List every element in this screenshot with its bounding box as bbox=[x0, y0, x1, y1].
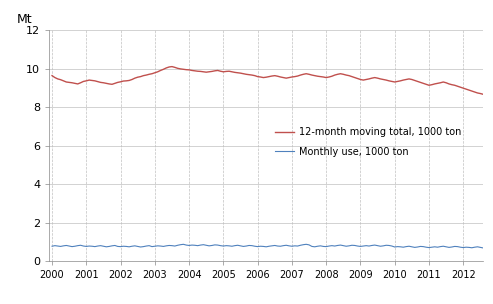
12-month moving total, 1000 ton bbox=[141, 74, 146, 78]
12-month moving total, 1000 ton bbox=[180, 67, 186, 71]
12-month moving total, 1000 ton bbox=[483, 93, 489, 97]
Monthly use, 1000 ton bbox=[483, 246, 489, 249]
Monthly use, 1000 ton bbox=[180, 243, 186, 246]
12-month moving total, 1000 ton bbox=[423, 82, 429, 86]
Monthly use, 1000 ton bbox=[49, 244, 55, 248]
Monthly use, 1000 ton bbox=[346, 244, 352, 248]
12-month moving total, 1000 ton bbox=[346, 74, 352, 78]
Line: Monthly use, 1000 ton: Monthly use, 1000 ton bbox=[52, 244, 493, 248]
Line: 12-month moving total, 1000 ton: 12-month moving total, 1000 ton bbox=[52, 67, 493, 99]
12-month moving total, 1000 ton bbox=[303, 72, 309, 76]
Monthly use, 1000 ton bbox=[303, 243, 309, 246]
12-month moving total, 1000 ton bbox=[49, 74, 55, 78]
Monthly use, 1000 ton bbox=[423, 245, 429, 249]
Monthly use, 1000 ton bbox=[177, 243, 183, 247]
Text: Mt: Mt bbox=[17, 13, 33, 26]
Legend: 12-month moving total, 1000 ton, Monthly use, 1000 ton: 12-month moving total, 1000 ton, Monthly… bbox=[271, 123, 465, 161]
12-month moving total, 1000 ton bbox=[169, 65, 175, 68]
Monthly use, 1000 ton bbox=[141, 245, 146, 248]
